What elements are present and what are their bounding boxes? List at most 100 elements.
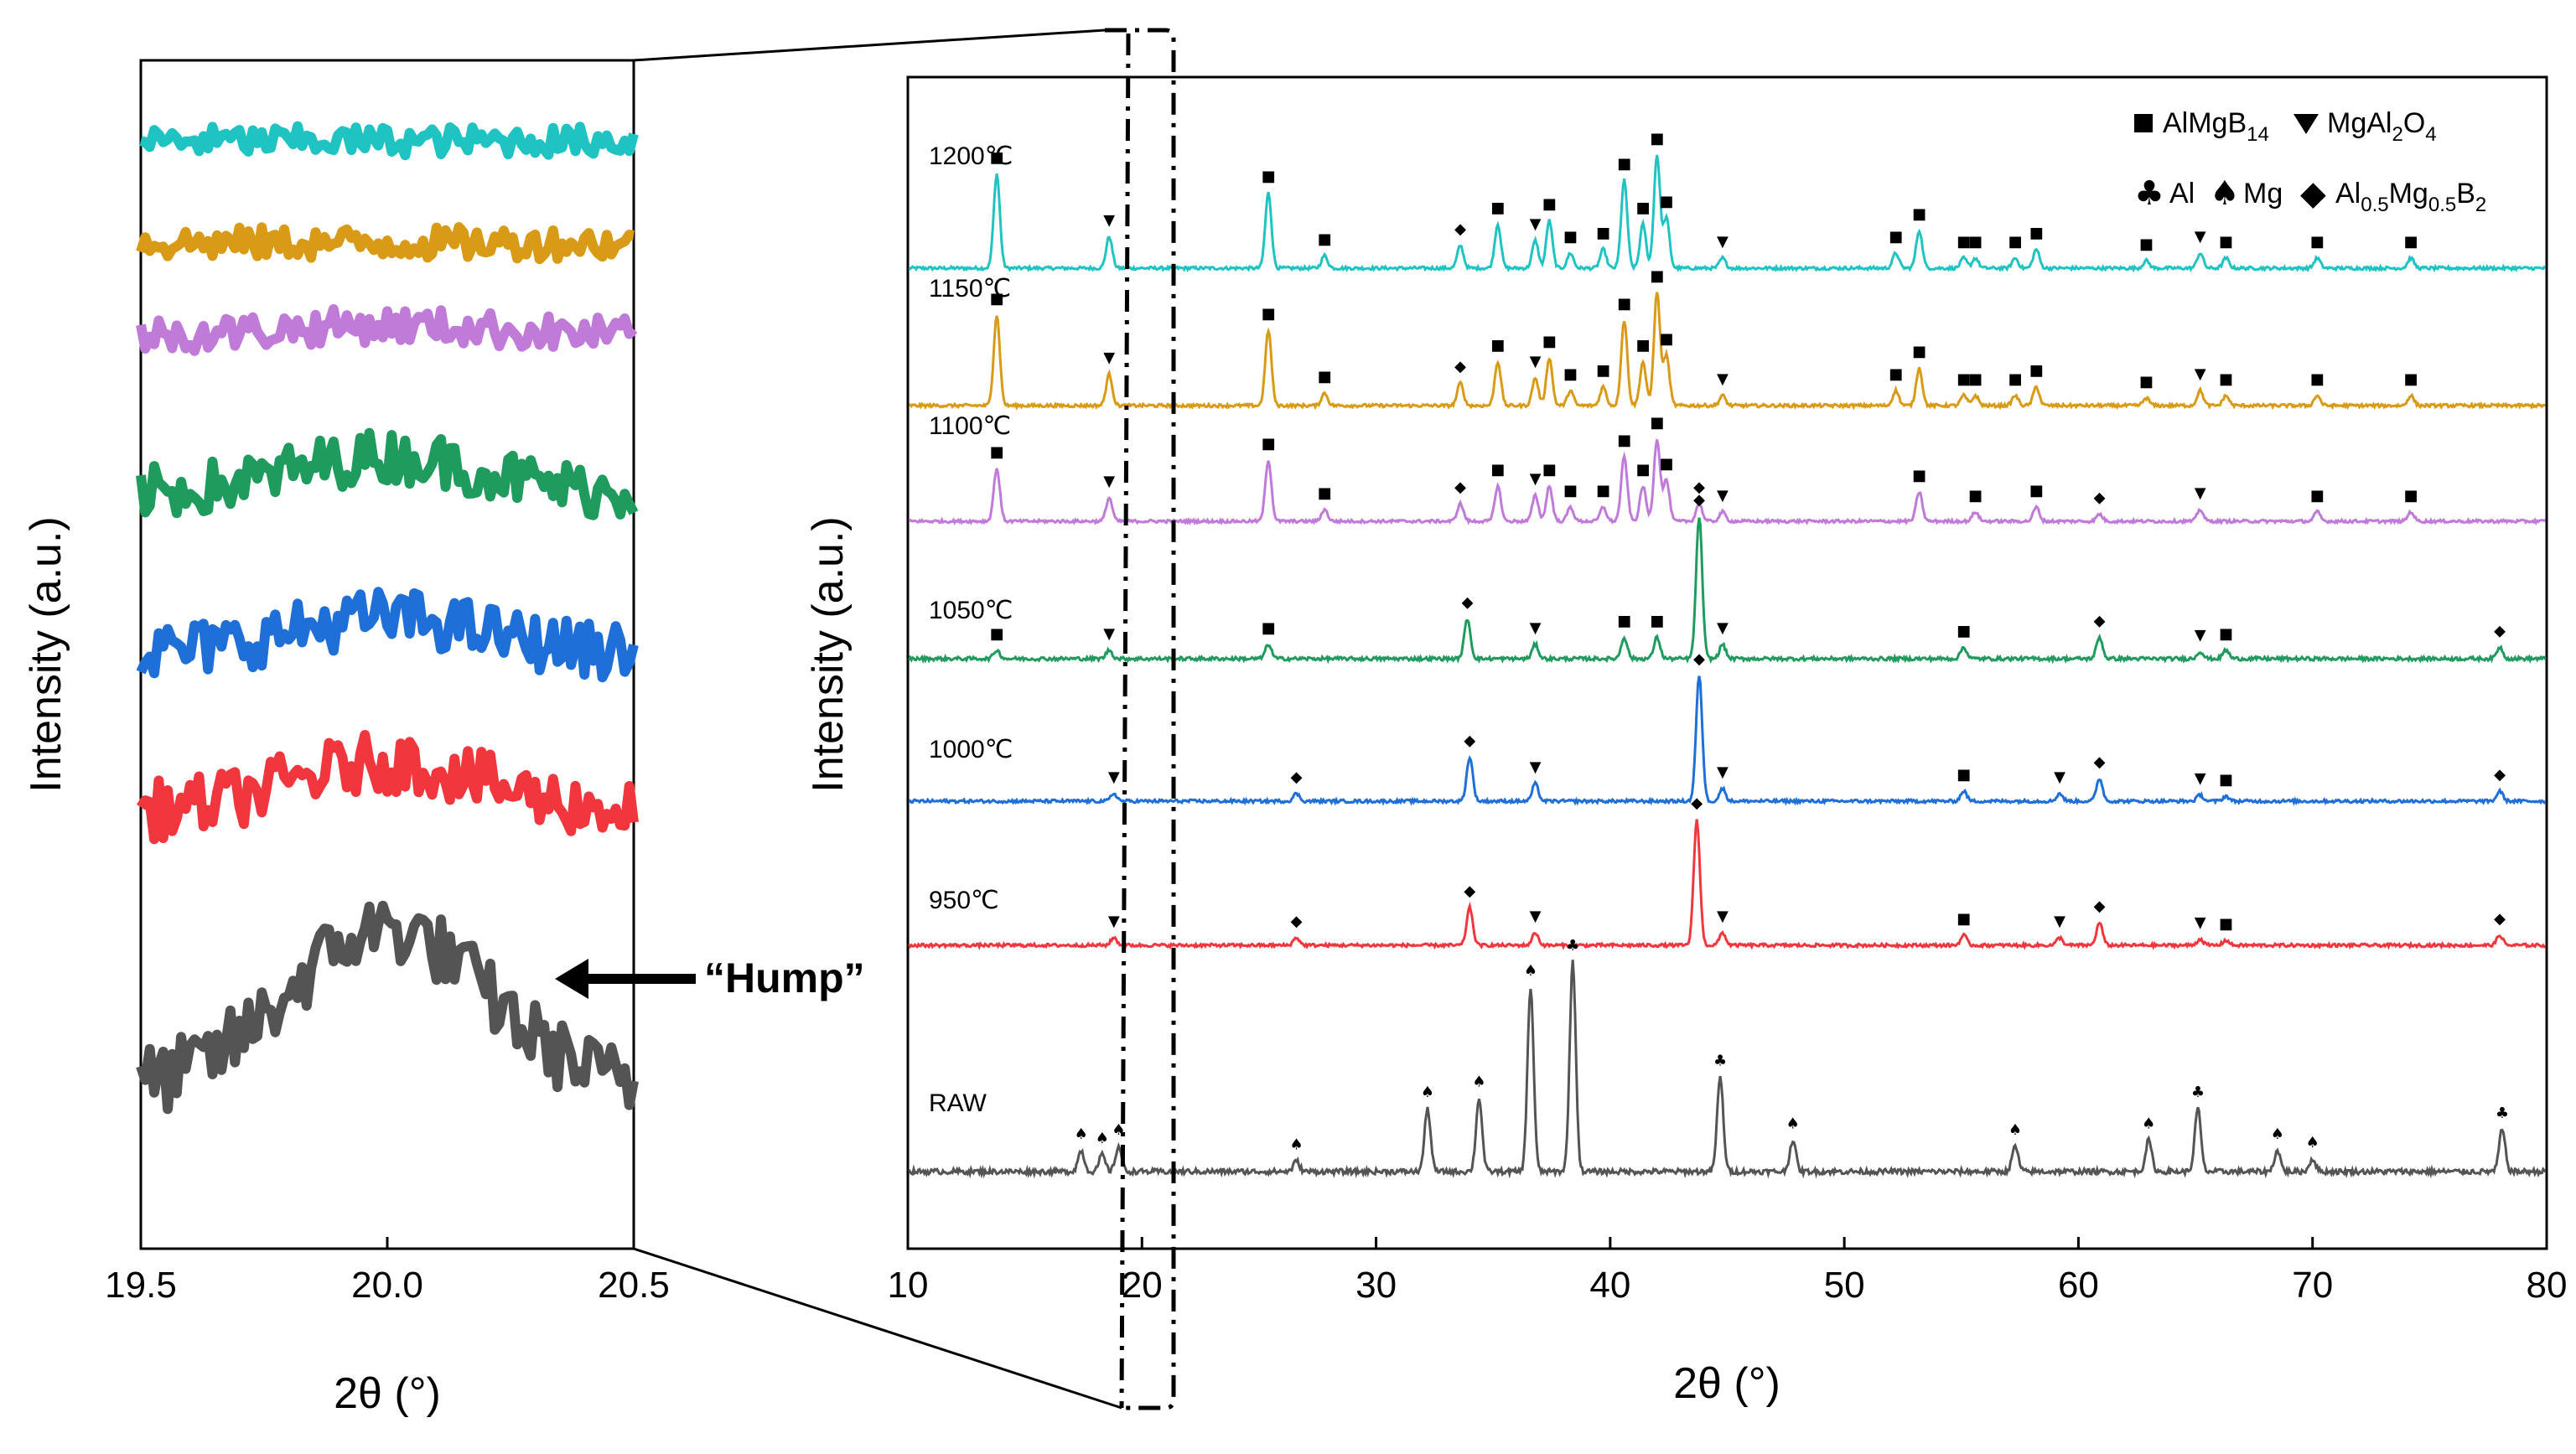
main-series-RAW xyxy=(908,960,2547,1179)
peak-marker-1200-16: ■ xyxy=(1912,205,1926,223)
peak-marker-RAW-11: ♠ xyxy=(2142,1115,2155,1133)
peak-marker-1100-2: ■ xyxy=(1262,435,1276,453)
peak-marker-RAW-9: ♠ xyxy=(1786,1115,1800,1133)
peak-marker-1150-18: ■ xyxy=(1968,370,1983,388)
peak-marker-1000-5: ▼ xyxy=(1717,763,1729,781)
series-label-950: 950℃ xyxy=(929,887,999,914)
series-label-1000: 1000℃ xyxy=(929,736,1013,763)
series-label-1100: 1100℃ xyxy=(929,412,1011,440)
peak-marker-1100-19: ◆ xyxy=(2094,489,2106,507)
peak-marker-1200-22: ▼ xyxy=(2195,228,2206,246)
legend-club-icon: ♣ xyxy=(2134,174,2164,213)
legend-al: Al xyxy=(2169,178,2195,210)
peak-marker-1200-14: ▼ xyxy=(1717,233,1729,251)
peak-marker-950-11: ◆ xyxy=(2494,910,2506,928)
main-tick-label-50: 50 xyxy=(1824,1265,1865,1306)
main-y-axis-label: Intensity (a.u.) xyxy=(804,516,853,792)
peak-marker-1150-4: ◆ xyxy=(1454,358,1466,375)
zoom-connector-bottom xyxy=(633,1247,1122,1410)
peak-marker-1200-3: ■ xyxy=(1318,230,1332,248)
zoom-region-right xyxy=(1105,28,1176,1410)
peak-marker-1150-7: ■ xyxy=(1542,333,1557,350)
peak-marker-1000-1: ◆ xyxy=(1291,768,1303,786)
peak-marker-RAW-8: ♣ xyxy=(1713,1053,1727,1070)
main-tick-label-40: 40 xyxy=(1589,1265,1630,1306)
legend-square-icon xyxy=(2134,114,2153,132)
zoom-series-1000 xyxy=(136,587,639,683)
peak-marker-1100-4: ◆ xyxy=(1454,479,1466,496)
peak-marker-1200-2: ■ xyxy=(1262,168,1276,185)
peak-marker-1150-25: ■ xyxy=(2403,370,2418,388)
main-series-1000 xyxy=(908,675,2547,806)
peak-marker-1200-19: ■ xyxy=(2008,233,2022,251)
peak-marker-1150-0: ■ xyxy=(990,290,1004,308)
peak-marker-950-6: ■ xyxy=(1957,910,1971,928)
peak-marker-RAW-6: ♠ xyxy=(1524,962,1537,980)
peak-marker-1200-13: ■ xyxy=(1659,193,1673,210)
peak-marker-1100-10: ■ xyxy=(1617,432,1631,449)
peak-marker-1200-20: ■ xyxy=(2029,225,2044,242)
peak-marker-1200-24: ■ xyxy=(2310,233,2325,251)
peak-marker-1200-17: ■ xyxy=(1957,233,1971,251)
peak-marker-1100-18: ■ xyxy=(2029,482,2044,499)
peak-marker-1150-17: ■ xyxy=(1957,370,1971,388)
peak-marker-1150-22: ▼ xyxy=(2195,365,2206,383)
zoom-tick-label-19.5: 19.5 xyxy=(105,1265,177,1306)
peak-marker-RAW-7: ♣ xyxy=(1566,937,1579,955)
peak-marker-950-5: ▼ xyxy=(1717,908,1729,925)
peak-marker-1200-18: ■ xyxy=(1968,233,1983,251)
peak-marker-RAW-0: ♠ xyxy=(1075,1125,1088,1143)
peak-marker-1100-20: ▼ xyxy=(2195,484,2206,502)
main-series-group xyxy=(908,154,2547,1179)
main-tick-label-80: 80 xyxy=(2527,1265,2568,1306)
series-label-1200: 1200℃ xyxy=(929,142,1013,170)
peak-marker-950-1: ◆ xyxy=(1291,913,1303,930)
peak-marker-1150-11: ■ xyxy=(1635,337,1650,354)
main-series-1050 xyxy=(908,517,2547,665)
peak-marker-1050-9: ■ xyxy=(1957,622,1971,639)
series-label-1150: 1150℃ xyxy=(929,275,1011,303)
peak-marker-1000-2: ◆ xyxy=(1464,732,1475,750)
peak-marker-1100-1: ▼ xyxy=(1103,473,1115,490)
peak-marker-1100-13: ■ xyxy=(1659,455,1673,473)
zoom-tick-label-20.0: 20.0 xyxy=(351,1265,423,1306)
peak-marker-1000-3: ▼ xyxy=(1530,758,1542,776)
peak-marker-1100-9: ■ xyxy=(1596,482,1610,499)
peak-marker-1050-8: ▼ xyxy=(1717,619,1729,637)
peak-marker-1200-6: ▼ xyxy=(1530,215,1542,233)
peak-marker-1100-8: ■ xyxy=(1563,482,1578,499)
zoom-tick-label-20.5: 20.5 xyxy=(598,1265,670,1306)
zoom-series-1150 xyxy=(136,222,635,265)
peak-marker-1050-0: ■ xyxy=(990,625,1004,643)
peak-marker-1100-11: ■ xyxy=(1635,461,1650,479)
zoom-region-left xyxy=(1119,33,1131,1409)
peak-marker-1150-3: ■ xyxy=(1318,368,1332,385)
peak-marker-1100-16: ■ xyxy=(1912,467,1926,484)
hump-arrow-head xyxy=(555,959,588,999)
zoom-series-950 xyxy=(136,730,639,845)
legend-spade-icon: ♠ xyxy=(2210,174,2240,213)
series-label-RAW: RAW xyxy=(929,1089,987,1117)
main-tick-label-30: 30 xyxy=(1355,1265,1397,1306)
main-peak-markers: ■▼■■◆■▼■■ ■■■■■▼ ■■■■ ■ ■■ ▼ ■ ■ ■■▼■■◆■▼■■ ■■■■■… xyxy=(990,130,2509,1154)
peak-marker-1150-20: ■ xyxy=(2029,362,2044,380)
main-panel: ■▼■■◆■▼■■ ■■■■■▼ ■■■■ ■ ■■ ▼ ■ ■ ■■▼■■◆■▼■■ ■■■■■… xyxy=(804,28,2568,1410)
peak-marker-1150-21: ■ xyxy=(2139,373,2154,391)
peak-marker-RAW-10: ♠ xyxy=(2008,1121,2022,1139)
peak-marker-1000-6: ■ xyxy=(1957,766,1971,784)
peak-marker-1100-6: ▼ xyxy=(1530,470,1542,488)
main-series-labels: 1200℃ 1150℃ 1100℃ 1050℃ 1000℃ 950℃ RAW xyxy=(929,142,1013,1117)
peak-marker-1050-6: ■ xyxy=(1650,613,1664,630)
peak-marker-1000-7: ▼ xyxy=(2054,768,2065,786)
peak-marker-1050-1: ▼ xyxy=(1103,625,1115,643)
peak-marker-1050-10: ◆ xyxy=(2094,613,2106,630)
legend-mgal2o4: MgAl2O4 xyxy=(2327,107,2437,146)
peak-marker-1200-12: ■ xyxy=(1650,130,1664,147)
peak-marker-1000-0: ▼ xyxy=(1108,768,1120,786)
peak-marker-1200-8: ■ xyxy=(1563,228,1578,246)
zoom-x-axis-label: 2θ (°) xyxy=(334,1369,441,1418)
main-series-950 xyxy=(908,819,2547,950)
peak-marker-1200-25: ■ xyxy=(2403,233,2418,251)
peak-marker-RAW-3: ♠ xyxy=(1290,1136,1304,1154)
peak-marker-1200-9: ■ xyxy=(1596,225,1610,242)
